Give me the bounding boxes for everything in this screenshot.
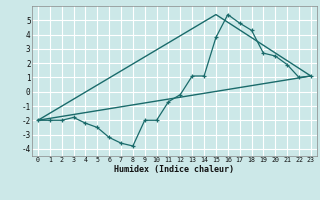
X-axis label: Humidex (Indice chaleur): Humidex (Indice chaleur) [115,165,234,174]
